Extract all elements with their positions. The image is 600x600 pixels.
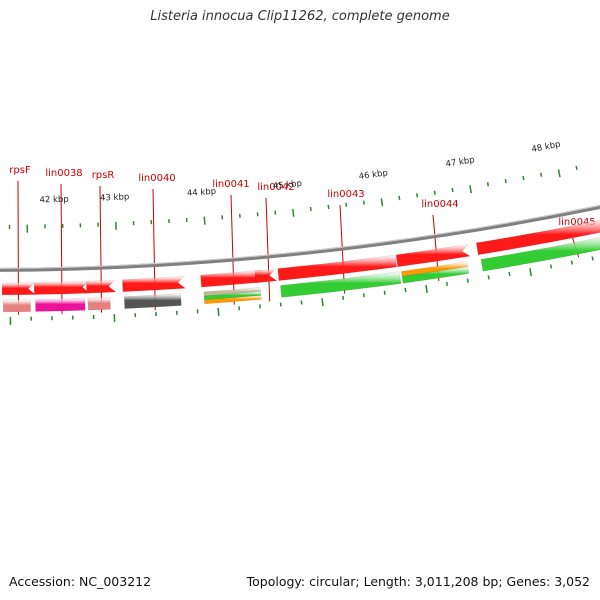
map-title: Listeria innocua Clip11262, complete gen…: [150, 9, 450, 24]
feature-17: [401, 261, 468, 277]
gene-label: lin0040: [138, 173, 175, 184]
outer-tick: [466, 278, 469, 283]
feature-11: [87, 297, 111, 311]
scale-labels: 42 kbp 43 kbp 44 kbp 45 kbp 46 kbp 47 kbp 48 k…: [39, 140, 561, 206]
genome-summary: Topology: circular; Length: 3,011,208 bp…: [246, 574, 590, 589]
inner-tick: [380, 198, 384, 207]
feature-0: [1, 282, 37, 296]
feature-9: [2, 299, 31, 313]
inner-tick: [398, 195, 401, 200]
feature-18: [401, 266, 470, 284]
outer-tick: [425, 284, 428, 294]
outer-tick: [529, 268, 533, 277]
inner-tick: [416, 193, 419, 198]
feature-3: [122, 275, 186, 292]
outer-tick: [591, 256, 594, 261]
accession-text: Accession: NC_003212: [9, 574, 152, 589]
outer-tick: [508, 271, 511, 276]
scale-label: 45 kbp: [272, 179, 302, 192]
scale-label: 47 kbp: [445, 155, 475, 170]
feature-10: [35, 297, 86, 312]
inner-tick: [362, 200, 365, 205]
inner-tick: [469, 185, 472, 194]
gene-leader: [265, 197, 271, 302]
feature-4: [200, 269, 264, 288]
outer-tick: [446, 281, 449, 287]
inner-tick: [575, 165, 578, 170]
outer-tick: [217, 307, 220, 316]
feature-19: [480, 237, 600, 272]
gene-label: lin0041: [212, 179, 249, 190]
gene-leader: [152, 188, 156, 311]
scale-label: 46 kbp: [358, 168, 388, 182]
scale-label: 48 kbp: [531, 140, 562, 155]
feature-12: [123, 293, 182, 309]
gene-label: lin0042: [257, 182, 294, 193]
gene-label: lin0045: [558, 217, 595, 228]
inner-tick: [203, 216, 206, 225]
feature-14: [203, 291, 262, 301]
inner-tick: [540, 172, 543, 177]
feature-16: [280, 271, 402, 298]
gene-label: rpsF: [9, 165, 31, 176]
feature-2: [86, 279, 117, 294]
outer-tick: [404, 287, 407, 293]
inner-tick: [522, 175, 525, 181]
feature-15: [204, 295, 262, 305]
outer-tick: [321, 298, 324, 307]
feature-7: [395, 243, 471, 268]
gene-leader: [99, 185, 103, 313]
feature-6: [277, 254, 397, 281]
outer-tick: [549, 264, 553, 269]
scale-label: 44 kbp: [187, 187, 217, 199]
inner-tick: [504, 179, 507, 184]
gene-label: lin0043: [327, 189, 364, 200]
scale-ticks: [8, 165, 594, 325]
gene-label: rpsR: [92, 170, 115, 181]
feature-tracks: [1, 219, 600, 313]
gene-leader: [230, 194, 235, 305]
inner-tick: [433, 190, 436, 195]
gene-label: lin0038: [45, 168, 82, 179]
backbone-highlight: [0, 204, 600, 269]
inner-tick: [451, 187, 454, 193]
genome-backbone: [0, 204, 600, 272]
scale-label: 42 kbp: [39, 195, 68, 206]
outer-tick: [383, 290, 386, 295]
inner-tick: [557, 169, 561, 178]
backbone-arc: [0, 204, 600, 272]
feature-8: [475, 219, 600, 256]
outer-tick: [570, 260, 573, 265]
outer-tick: [487, 275, 490, 280]
feature-5: [254, 268, 278, 284]
scale-label: 43 kbp: [100, 192, 130, 203]
gene-label: lin0044: [421, 199, 458, 210]
inner-tick: [292, 208, 295, 217]
inner-tick: [486, 182, 490, 187]
feature-1: [33, 280, 91, 295]
